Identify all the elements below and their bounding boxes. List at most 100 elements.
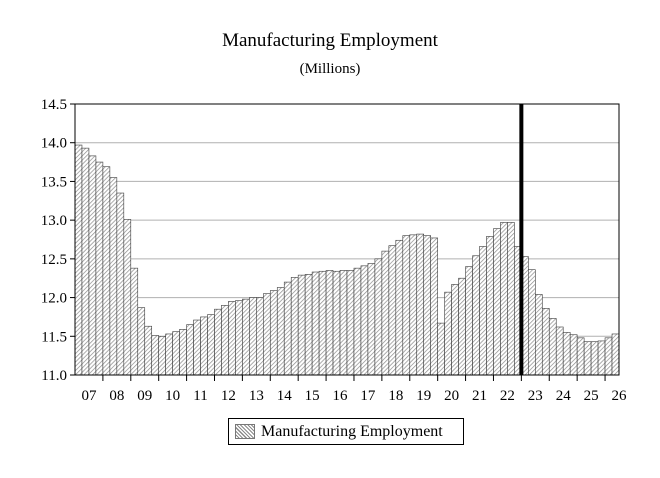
bar	[283, 281, 292, 376]
bar	[102, 166, 111, 376]
x-tick-label: 25	[584, 388, 599, 404]
bar	[304, 274, 313, 376]
x-tick-label: 16	[333, 388, 349, 404]
bar	[235, 300, 243, 376]
bar	[562, 332, 571, 376]
bar	[541, 308, 550, 376]
bar	[423, 235, 431, 376]
bar	[346, 270, 355, 376]
legend-label: Manufacturing Employment	[261, 422, 443, 440]
legend-swatch	[235, 424, 255, 439]
bar	[276, 287, 285, 376]
bar	[590, 341, 599, 376]
y-tick-label: 11.5	[41, 329, 67, 345]
y-tick-label: 14.0	[41, 136, 67, 152]
x-tick-label: 12	[221, 388, 236, 404]
bar	[395, 239, 404, 376]
bar	[444, 291, 452, 376]
bar	[430, 237, 438, 376]
bar	[74, 144, 83, 376]
bar	[583, 341, 592, 376]
x-tick-label: 23	[528, 388, 543, 404]
bar	[242, 298, 250, 376]
bar	[249, 297, 257, 376]
chart-subtitle: (Millions)	[299, 61, 361, 77]
x-tick-label: 20	[444, 388, 459, 404]
bar	[88, 155, 97, 376]
bar	[109, 177, 118, 376]
y-tick-label: 14.5	[41, 97, 67, 113]
bar	[297, 274, 306, 376]
bar	[479, 246, 487, 376]
y-tick-label: 12.5	[41, 252, 67, 268]
bar	[144, 325, 153, 376]
x-tick-label: 17	[360, 388, 376, 404]
bar	[95, 161, 104, 376]
bar	[207, 314, 215, 376]
bar	[555, 326, 564, 376]
bar	[123, 219, 132, 376]
bar	[151, 335, 159, 376]
bar	[81, 147, 90, 376]
bar	[576, 337, 585, 376]
x-tick-label: 24	[556, 388, 572, 404]
y-tick-label: 13.0	[41, 213, 67, 229]
bar	[158, 335, 166, 376]
bar	[367, 263, 376, 376]
bar	[465, 266, 473, 376]
bar	[472, 255, 480, 376]
x-tick-label: 22	[500, 388, 515, 404]
bar	[256, 297, 264, 376]
y-tick-label: 12.0	[41, 291, 67, 307]
bar	[381, 250, 390, 376]
chart-title: Manufacturing Employment	[222, 30, 438, 51]
x-tick-label: 26	[612, 388, 628, 404]
bar	[353, 267, 362, 376]
plot-frame	[74, 103, 620, 376]
bar	[507, 222, 515, 376]
x-tick-label: 13	[249, 388, 264, 404]
bar	[311, 271, 320, 376]
bar	[458, 277, 466, 376]
bar	[569, 334, 578, 376]
bar	[318, 270, 327, 376]
x-tick-label: 08	[109, 388, 124, 404]
bar	[409, 234, 418, 376]
chart-legend: Manufacturing Employment	[228, 418, 464, 445]
bar	[437, 322, 445, 376]
bar	[548, 318, 557, 376]
bar	[221, 305, 229, 376]
bar	[493, 228, 501, 376]
bar	[165, 333, 173, 376]
bar	[193, 319, 201, 376]
x-tick-label: 21	[472, 388, 487, 404]
bar	[535, 294, 543, 376]
x-tick-label: 11	[193, 388, 207, 404]
x-tick-label: 18	[388, 388, 403, 404]
bar	[604, 337, 613, 376]
x-tick-label: 09	[137, 388, 152, 404]
bar	[416, 233, 425, 376]
bar	[116, 192, 125, 376]
bar	[339, 270, 348, 376]
bar	[130, 267, 139, 376]
x-tick-label: 14	[277, 388, 293, 404]
bar	[388, 245, 397, 376]
bar	[228, 301, 236, 376]
bar	[137, 307, 146, 376]
x-tick-label: 19	[416, 388, 431, 404]
bar	[290, 277, 299, 376]
x-tick-label: 15	[305, 388, 320, 404]
bar	[263, 293, 271, 376]
bar	[597, 340, 606, 376]
bar	[200, 316, 208, 376]
bar	[360, 265, 369, 376]
bar	[269, 290, 278, 376]
bar	[451, 284, 459, 376]
y-tick-label: 11.0	[41, 368, 67, 384]
bar	[172, 331, 180, 376]
bar	[500, 222, 508, 376]
bar	[332, 270, 341, 376]
bar	[402, 235, 411, 376]
bar	[528, 269, 536, 376]
